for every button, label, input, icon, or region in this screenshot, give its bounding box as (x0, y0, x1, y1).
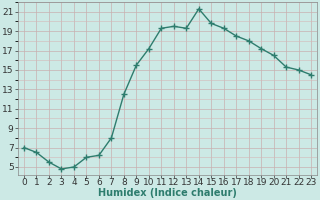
X-axis label: Humidex (Indice chaleur): Humidex (Indice chaleur) (98, 188, 237, 198)
